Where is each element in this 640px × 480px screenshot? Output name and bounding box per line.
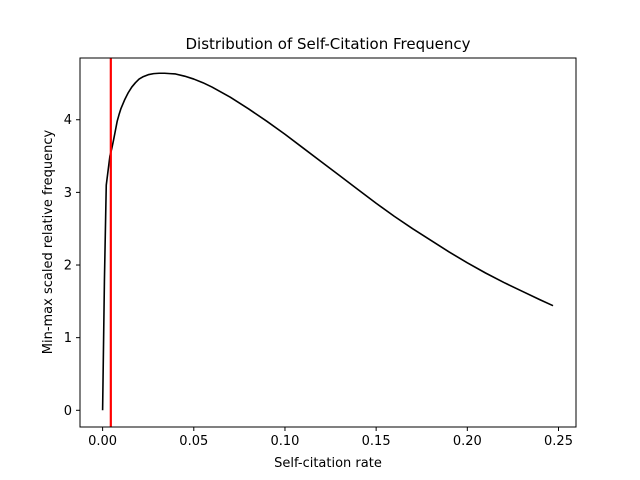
y-axis: 0 1 2 3 4 xyxy=(64,113,80,419)
x-tick-label: 0.15 xyxy=(362,434,391,449)
x-tick-label: 0.05 xyxy=(179,434,208,449)
y-tick-label: 4 xyxy=(64,113,72,128)
y-tick-label: 1 xyxy=(64,331,72,346)
x-tick-label: 0.10 xyxy=(270,434,299,449)
y-axis-label: Min-max scaled relative frequency xyxy=(41,129,56,354)
plot-area xyxy=(101,58,554,427)
x-axis-label: Self-citation rate xyxy=(274,456,382,471)
x-tick-label: 0.00 xyxy=(88,434,117,449)
y-tick-label: 3 xyxy=(64,186,72,201)
x-tick-label: 0.25 xyxy=(544,434,573,449)
chart-title: Distribution of Self-Citation Frequency xyxy=(186,35,471,53)
x-tick-label: 0.20 xyxy=(453,434,482,449)
y-tick-label: 0 xyxy=(64,404,72,419)
axes-frame xyxy=(79,57,577,428)
x-axis: 0.00 0.05 0.10 0.15 0.20 0.25 xyxy=(88,427,573,449)
series-line xyxy=(101,72,554,411)
y-tick-label: 2 xyxy=(64,259,72,274)
